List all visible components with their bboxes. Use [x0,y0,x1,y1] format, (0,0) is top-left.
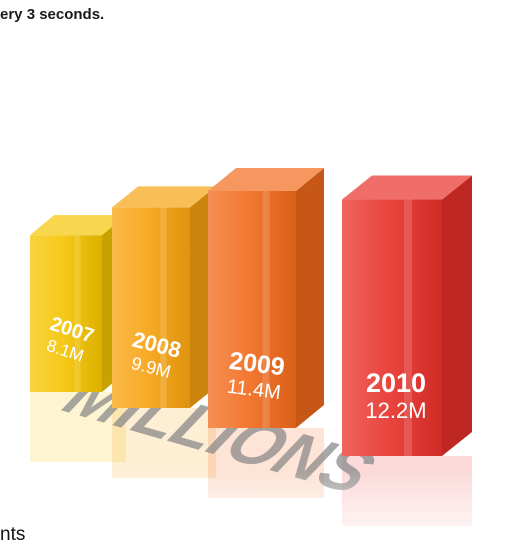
bar-front [342,199,442,457]
bar-highlight [262,190,270,428]
bar-front [208,190,296,428]
bar-top [112,186,216,208]
bar-value-label: 12.2M [365,398,426,423]
bar-side [442,175,472,457]
bar-reflection [30,392,126,462]
bar-front [30,235,102,392]
bar-side [296,167,324,429]
floor-fade [0,470,514,554]
top-caption: ery 3 seconds. [0,6,105,23]
bar-highlight [74,235,81,392]
bar-highlight [160,207,167,408]
bar-year-label: 2009 [228,347,287,382]
bar-top [342,175,472,200]
bar-highlight [404,199,412,457]
bottom-caption: nts [0,524,26,545]
bar-reflection [112,408,216,478]
bar-top [208,167,324,191]
bar-front [112,207,190,408]
bar-year-label: 2010 [366,368,426,398]
bar-top [30,215,126,236]
